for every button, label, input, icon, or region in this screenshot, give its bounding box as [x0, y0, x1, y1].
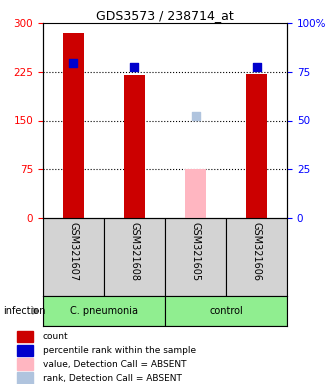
- Text: value, Detection Call = ABSENT: value, Detection Call = ABSENT: [43, 360, 186, 369]
- Bar: [16, 372, 33, 384]
- Bar: [226, 218, 287, 296]
- Point: [71, 60, 76, 66]
- Text: count: count: [43, 332, 69, 341]
- Point: [254, 64, 259, 70]
- Text: GSM321606: GSM321606: [251, 222, 262, 281]
- Bar: [124, 75, 145, 218]
- Text: GSM321605: GSM321605: [190, 222, 201, 281]
- Bar: [104, 218, 165, 296]
- Bar: [16, 359, 33, 370]
- Bar: [185, 169, 206, 218]
- Text: GSM321608: GSM321608: [129, 222, 140, 281]
- Title: GDS3573 / 238714_at: GDS3573 / 238714_at: [96, 9, 234, 22]
- Bar: [165, 218, 226, 296]
- Text: GSM321607: GSM321607: [68, 222, 79, 281]
- Text: rank, Detection Call = ABSENT: rank, Detection Call = ABSENT: [43, 374, 182, 383]
- Text: C. pneumonia: C. pneumonia: [70, 306, 138, 316]
- Bar: [165, 296, 287, 326]
- Point: [193, 113, 198, 119]
- Bar: [43, 296, 165, 326]
- Bar: [63, 33, 84, 218]
- Bar: [246, 74, 267, 218]
- Point: [132, 64, 137, 70]
- Text: percentile rank within the sample: percentile rank within the sample: [43, 346, 196, 355]
- Bar: [16, 331, 33, 342]
- Text: infection: infection: [3, 306, 46, 316]
- Bar: [16, 344, 33, 356]
- Text: control: control: [209, 306, 243, 316]
- Bar: [43, 218, 104, 296]
